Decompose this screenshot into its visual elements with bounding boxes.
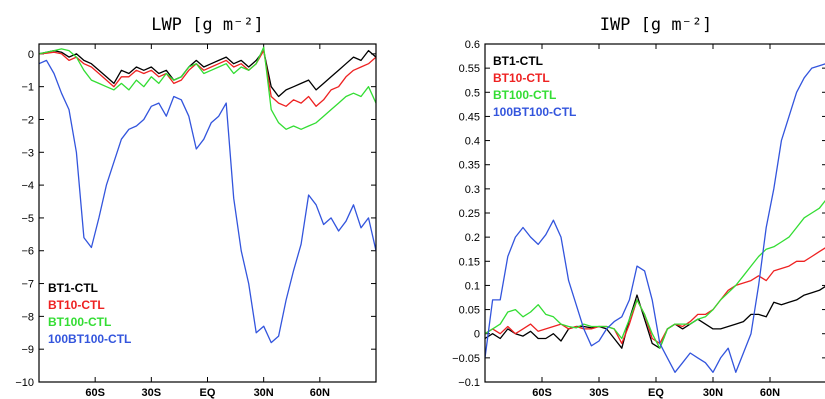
iwp-y-tick-label: 0.35 (459, 160, 480, 172)
iwp-series-bt100-ctl (485, 199, 825, 349)
iwp-y-tick-label: 0.45 (459, 111, 480, 123)
iwp-series-bt10-ctl (485, 247, 825, 345)
iwp-y-tick-label: −0.05 (452, 353, 480, 365)
lwp-series-bt100-ctl (39, 46, 376, 130)
iwp-y-tick-label: 0.15 (459, 256, 480, 268)
lwp-y-tick-label: −5 (21, 213, 34, 225)
lwp-panel: LWP [g m⁻²] 0 −1 −2 −3 −4 −5 −6 −7 −8 −9 −10 60S 30… (15, 15, 377, 399)
lwp-legend: BT1-CTL BT10-CTL BT100-CTL 100BT100-CTL (48, 281, 131, 346)
lwp-series-bt1-ctl (39, 49, 376, 98)
lwp-y-tick-label: −3 (21, 147, 34, 159)
iwp-x-tick-label: 30S (589, 387, 609, 399)
lwp-y-ticks: 0 −1 −2 −3 −4 −5 −6 −7 −8 −9 −10 (15, 49, 376, 389)
iwp-lines (485, 63, 825, 373)
lwp-y-tick-label: −4 (21, 180, 34, 192)
lwp-title: LWP [g m⁻²] (151, 15, 264, 35)
lwp-y-tick-label: −9 (21, 344, 34, 356)
iwp-x-tick-label: 60S (532, 387, 552, 399)
lwp-series-100bt100-ctl (39, 59, 376, 344)
lwp-x-tick-label: 60S (85, 387, 105, 399)
iwp-series-bt1-ctl (485, 285, 825, 349)
iwp-panel: IWP [g m⁻²] 0.6 0.55 0.5 0.45 0.4 0.35 0.3 0.25… (452, 15, 825, 399)
lwp-y-tick-label: −6 (21, 246, 34, 258)
iwp-x-tick-label: 30N (703, 387, 723, 399)
lwp-x-tick-label: 30S (142, 387, 162, 399)
iwp-legend-entry: BT100-CTL (493, 88, 556, 102)
iwp-y-tick-label: 0.25 (459, 208, 480, 220)
iwp-legend-entry: BT10-CTL (493, 71, 550, 85)
iwp-legend: BT1-CTL BT10-CTL BT100-CTL 100BT100-CTL (493, 54, 576, 119)
iwp-y-tick-label: 0.6 (465, 39, 480, 51)
iwp-plot-frame (484, 43, 825, 383)
iwp-title: IWP [g m⁻²] (600, 15, 713, 35)
iwp-x-ticks: 60S 30S EQ 30N 60N (532, 44, 780, 399)
lwp-y-tick-label: −1 (21, 82, 34, 94)
iwp-y-tick-label: 0 (474, 329, 480, 341)
iwp-y-ticks: 0.6 0.55 0.5 0.45 0.4 0.35 0.3 0.25 0.2 0.15 0.1 0.… (452, 39, 825, 389)
iwp-y-tick-label: −0.1 (458, 377, 480, 389)
lwp-y-tick-label: −8 (21, 311, 34, 323)
lwp-legend-entry: BT1-CTL (48, 281, 98, 295)
lwp-x-tick-label: EQ (200, 387, 216, 399)
iwp-x-tick-label: 60N (760, 387, 780, 399)
iwp-y-tick-label: 0.2 (465, 232, 480, 244)
lwp-legend-entry: 100BT100-CTL (48, 332, 131, 346)
iwp-x-tick-label: EQ (648, 387, 664, 399)
iwp-legend-entry: BT1-CTL (493, 54, 543, 68)
lwp-plot-frame (38, 43, 377, 383)
iwp-y-tick-label: 0.3 (465, 184, 480, 196)
lwp-x-ticks: 60S 30S EQ 30N 60N (85, 44, 330, 399)
lwp-y-tick-label: −7 (21, 279, 34, 291)
iwp-y-tick-label: 0.5 (465, 87, 480, 99)
lwp-x-tick-label: 30N (254, 387, 274, 399)
iwp-y-tick-label: 0.55 (459, 63, 480, 75)
lwp-y-tick-label: −2 (21, 114, 34, 126)
lwp-legend-entry: BT100-CTL (48, 315, 111, 329)
lwp-series-bt10-ctl (39, 49, 376, 107)
iwp-legend-entry: 100BT100-CTL (493, 105, 576, 119)
lwp-y-tick-label: −10 (15, 377, 34, 389)
lwp-lines (39, 46, 376, 344)
iwp-y-tick-label: 0.4 (465, 136, 480, 148)
lwp-legend-entry: BT10-CTL (48, 298, 105, 312)
iwp-series-100bt100-ctl (485, 63, 825, 373)
iwp-y-tick-label: 0.05 (459, 305, 480, 317)
lwp-y-tick-label: 0 (28, 49, 34, 61)
lwp-x-tick-label: 60N (310, 387, 330, 399)
iwp-y-tick-label: 0.1 (465, 280, 480, 292)
